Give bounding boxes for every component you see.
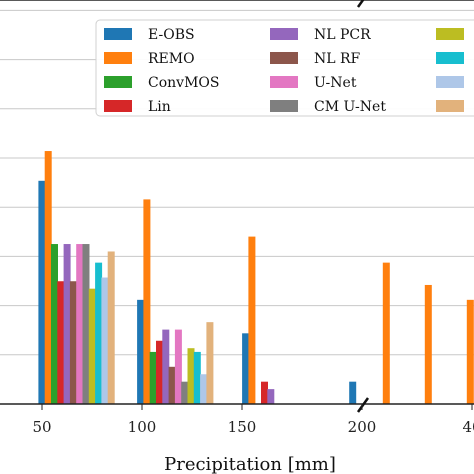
- legend-swatch: [270, 28, 298, 40]
- legend-label: CM U-Net: [314, 99, 386, 115]
- bar-u-net: [76, 244, 84, 404]
- bar-u-net: [174, 329, 182, 404]
- bar-series-10: [200, 374, 208, 404]
- legend-label: E-OBS: [148, 27, 195, 43]
- bar-cm-u-net: [181, 381, 189, 404]
- bar-nl-pcr: [267, 389, 275, 404]
- legend-swatch: [104, 100, 132, 112]
- legend-swatch: [104, 76, 132, 88]
- x-tick-label: 150: [228, 418, 257, 436]
- bar-lin: [57, 281, 65, 404]
- legend-label: NL RF: [314, 51, 361, 67]
- bar-series-8: [187, 348, 195, 404]
- bar-e-obs: [38, 180, 46, 404]
- legend: E-OBS REMO ConvMOS Lin NL PCR NL RF U-Net CM U-…: [95, 19, 474, 117]
- legend-label: Lin: [148, 99, 171, 115]
- legend-swatch: [104, 28, 132, 40]
- legend-label: U-Net: [314, 75, 357, 91]
- legend-label: NL PCR: [314, 27, 371, 43]
- bar-e-obs: [137, 299, 145, 404]
- x-tick-labels: 50 100 150 200 40: [32, 404, 474, 436]
- x-tick-label: 50: [32, 418, 51, 436]
- bar-convmos: [149, 351, 157, 404]
- axes: [0, 0, 474, 413]
- bar-nl-pcr: [63, 244, 71, 404]
- bar-remo: [382, 262, 390, 404]
- axis-break-top: [356, 0, 365, 8]
- bar-series-10: [101, 277, 109, 404]
- bars: [38, 151, 474, 404]
- x-axis-title: Precipitation [mm]: [164, 454, 336, 474]
- bar-nl-rf: [168, 366, 176, 404]
- legend-swatch: [270, 76, 298, 88]
- x-tick-label: 100: [128, 418, 157, 436]
- bar-lin: [261, 381, 268, 404]
- legend-swatch: [270, 100, 298, 112]
- bar-remo: [424, 284, 432, 404]
- bar-e-obs: [242, 333, 250, 404]
- x-tick-label: 200: [348, 418, 377, 436]
- legend-swatch: [270, 52, 298, 64]
- bar-nl-pcr: [162, 329, 170, 404]
- bar-series-9: [193, 351, 201, 404]
- bar-convmos: [51, 244, 58, 404]
- legend-swatch: [436, 76, 464, 88]
- legend-label: REMO: [148, 51, 195, 67]
- bar-remo: [248, 236, 256, 404]
- bar-remo: [466, 299, 474, 404]
- bar-series-8: [88, 288, 96, 404]
- bar-e-obs: [349, 381, 357, 404]
- legend-swatch: [436, 28, 464, 40]
- bar-cm-u-net: [82, 244, 90, 404]
- axis-break-bottom: [356, 397, 370, 413]
- x-tick-label: 40: [462, 418, 474, 436]
- legend-label: ConvMOS: [148, 75, 219, 91]
- bar-lin: [156, 340, 163, 404]
- legend-swatch: [436, 100, 464, 112]
- bar-nl-rf: [69, 281, 77, 404]
- legend-swatch: [436, 52, 464, 64]
- bar-remo: [143, 199, 151, 404]
- legend-box: [95, 19, 474, 117]
- bar-series-11: [107, 251, 115, 404]
- bar-series-11: [206, 322, 214, 404]
- bar-series-9: [95, 262, 103, 404]
- legend-swatch: [104, 52, 132, 64]
- bar-remo: [44, 151, 52, 404]
